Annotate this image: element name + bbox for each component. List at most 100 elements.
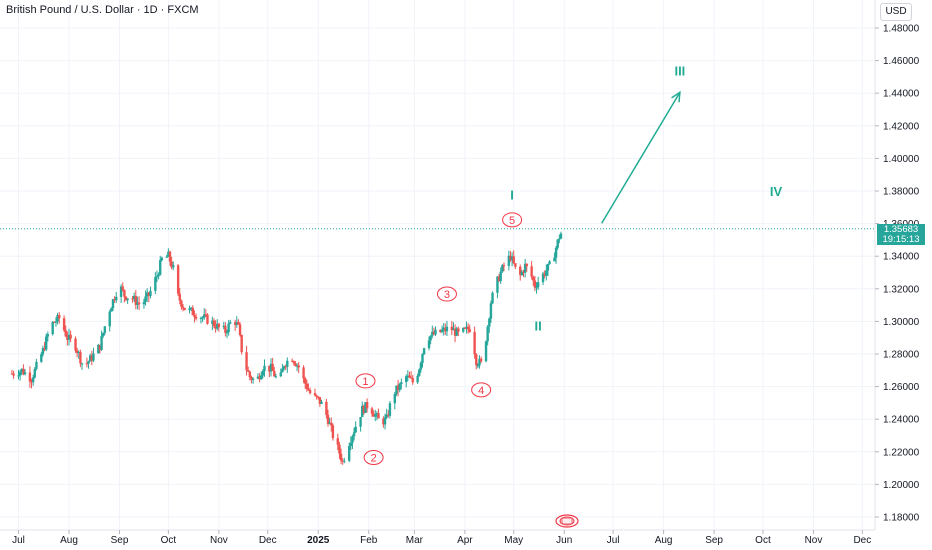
- candle-body: [475, 354, 478, 366]
- time-tick-label: Sep: [705, 535, 723, 546]
- candle: [341, 458, 344, 465]
- candle-body: [502, 265, 506, 267]
- candle-body: [326, 414, 330, 424]
- candle-body: [227, 323, 230, 333]
- price-tick-label: 1.18000: [883, 513, 920, 524]
- candle-body: [248, 371, 252, 378]
- candle-body: [341, 460, 344, 462]
- candle: [132, 292, 136, 302]
- major-wave-label-I[interactable]: I: [510, 187, 514, 202]
- time-axis[interactable]: Jul Aug Sep Oct Nov Dec 2025 Feb Mar Apr May Jun Jul…: [12, 530, 871, 546]
- candle-body: [455, 328, 458, 336]
- minor-wave-label-4[interactable]: 4: [471, 382, 492, 398]
- chart-title: British Pound / U.S. Dollar · 1D · FXCM: [6, 4, 199, 16]
- major-wave-label-II[interactable]: II: [535, 318, 542, 333]
- candle-body: [188, 308, 191, 311]
- candle: [284, 364, 287, 371]
- candle-body: [439, 329, 442, 332]
- candle-body: [406, 375, 410, 377]
- candle: [204, 309, 208, 318]
- projection-arrow-line: [601, 92, 681, 224]
- candle: [263, 359, 266, 377]
- candle-body: [191, 307, 195, 316]
- candle-body: [23, 372, 27, 375]
- major-wave-label-III[interactable]: III: [674, 63, 685, 78]
- candle-body: [510, 256, 514, 261]
- candle: [558, 234, 561, 244]
- candle-body: [325, 401, 328, 415]
- candle: [359, 416, 362, 432]
- price-axis[interactable]: 1.18000 1.20000 1.22000 1.24000 1.26000 1.280…: [875, 24, 920, 524]
- candle: [305, 379, 309, 392]
- candle-body: [131, 298, 134, 300]
- candle-body: [473, 331, 476, 355]
- candle-body: [478, 358, 481, 366]
- candle: [395, 385, 398, 396]
- candle-body: [453, 328, 457, 336]
- candle-body: [183, 307, 186, 311]
- price-tick-label: 1.24000: [883, 415, 920, 426]
- candle: [525, 263, 528, 272]
- candle: [453, 324, 457, 343]
- candle: [172, 261, 175, 271]
- candle-body: [20, 368, 23, 372]
- candle-body: [144, 296, 147, 303]
- candle-body: [416, 375, 419, 383]
- candle: [512, 250, 515, 265]
- candle-body: [532, 276, 535, 281]
- candle: [58, 312, 61, 324]
- minor-wave-label-3[interactable]: 3: [436, 286, 457, 302]
- candle-body: [462, 327, 465, 332]
- candle-body: [180, 300, 183, 307]
- candle-body: [126, 298, 129, 301]
- projection-arrow[interactable]: [601, 90, 681, 224]
- candle: [489, 300, 493, 323]
- major-wave-label-IV[interactable]: IV: [770, 184, 783, 199]
- candle: [167, 248, 170, 257]
- candle-body: [315, 395, 318, 397]
- candle: [10, 369, 14, 375]
- candle: [12, 370, 15, 379]
- price-tick-label: 1.20000: [883, 480, 920, 491]
- candle-body: [282, 366, 286, 369]
- candle: [416, 373, 419, 384]
- candle: [178, 287, 181, 305]
- candle-body: [211, 320, 214, 324]
- candle: [188, 305, 191, 314]
- candle-body: [51, 321, 54, 335]
- minor-wave-label-1[interactable]: 1: [355, 373, 376, 389]
- candle-body: [302, 367, 305, 379]
- candle-body: [559, 233, 563, 239]
- candle-body: [111, 299, 115, 309]
- candle: [427, 336, 431, 351]
- candle: [370, 406, 374, 417]
- candle: [154, 272, 157, 295]
- minor-wave-label-5[interactable]: 5: [502, 212, 523, 228]
- candle-body: [548, 261, 551, 264]
- candle: [40, 352, 43, 363]
- candle-body: [297, 365, 300, 368]
- candle-body: [361, 405, 364, 418]
- candle-body: [440, 329, 444, 332]
- currency-selector[interactable]: USD: [880, 3, 912, 21]
- candle: [422, 347, 426, 355]
- candle-body: [80, 363, 84, 365]
- minor-wave-label-2[interactable]: 2: [363, 450, 384, 466]
- candle: [541, 271, 545, 286]
- economic-events-icon[interactable]: [555, 514, 579, 528]
- candle: [442, 323, 445, 336]
- candle-body: [238, 324, 242, 335]
- candle-body: [102, 332, 105, 337]
- candle: [224, 322, 227, 337]
- candle-body: [119, 286, 123, 297]
- candle-body: [338, 444, 341, 454]
- candle: [75, 347, 79, 358]
- minor-wave-circle: [355, 373, 376, 389]
- candle-body: [317, 396, 320, 398]
- candle: [248, 370, 252, 381]
- time-tick-label: Jul: [12, 535, 25, 546]
- candle-body: [31, 377, 35, 383]
- candle: [256, 373, 260, 380]
